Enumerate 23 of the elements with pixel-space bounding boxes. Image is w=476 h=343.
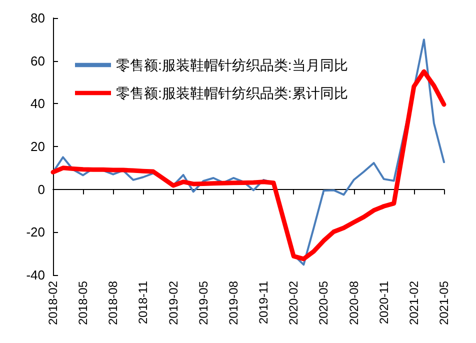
y-tick-label: 80 (30, 10, 45, 26)
x-tick-label: 2018-05 (76, 280, 90, 326)
y-tick-label: -40 (26, 268, 45, 282)
x-tick-label: 2018-08 (106, 280, 120, 326)
y-tick-label: 0 (38, 182, 45, 197)
y-tick-label: 40 (30, 96, 45, 112)
legend-label: 零售额:服装鞋帽针纺织品类:当月同比 (116, 57, 348, 73)
y-tick-label: -20 (26, 224, 45, 240)
x-tick-label: 2019-08 (226, 280, 240, 326)
x-tick-label: 2018-02 (46, 280, 60, 326)
x-tick-label: 2020-08 (346, 280, 361, 326)
x-tick-label: 2020-05 (316, 280, 331, 326)
x-tick-label: 2018-11 (136, 280, 150, 324)
x-tick-label: 2019-02 (166, 280, 180, 326)
x-tick-label: 2020-11 (376, 280, 391, 324)
y-tick-label: 60 (30, 53, 45, 68)
x-tick-label: 2021-05 (437, 280, 451, 326)
legend-label: 零售额:服装鞋帽针纺织品类:累计同比 (116, 85, 348, 101)
x-tick-label: 2019-05 (196, 280, 210, 326)
x-tick-label: 2021-02 (406, 280, 421, 326)
x-tick-label: 2019-11 (256, 280, 271, 324)
y-tick-label: 20 (30, 139, 45, 154)
x-tick-label: 2020-02 (286, 280, 301, 326)
